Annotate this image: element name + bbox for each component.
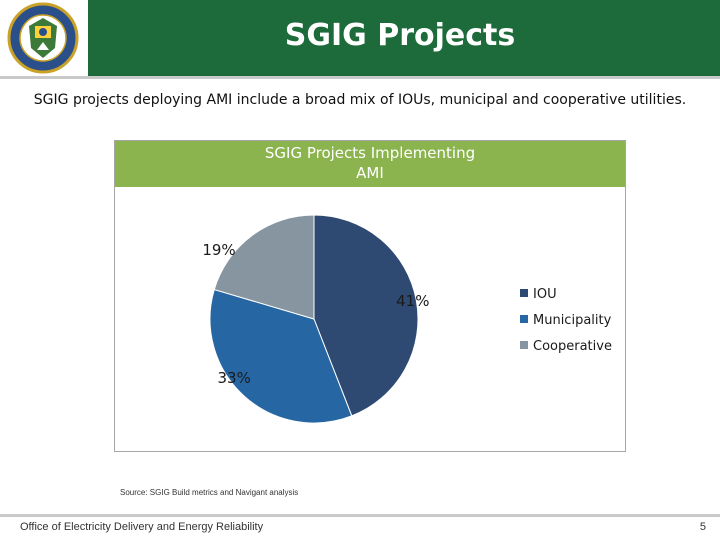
page-subtitle: SGIG projects deploying AMI include a br… bbox=[33, 92, 687, 108]
chart-title-band bbox=[115, 141, 625, 187]
footer-office-name: Office of Electricity Delivery and Energ… bbox=[20, 521, 264, 533]
header-bar bbox=[0, 0, 720, 76]
header-divider bbox=[0, 76, 720, 79]
chart-title: SGIG Projects Implementing AMI bbox=[230, 143, 510, 183]
pie-label-cooperative: 19% bbox=[202, 241, 235, 259]
source-note: Source: SGIG Build metrics and Navigant … bbox=[120, 488, 299, 497]
doe-seal-logo bbox=[7, 2, 79, 74]
legend-swatch-municipality bbox=[520, 315, 528, 323]
pie-slice-cooperative bbox=[213, 214, 315, 320]
legend-label-municipality: Municipality bbox=[533, 313, 612, 328]
page-title: SGIG Projects bbox=[284, 18, 516, 53]
chart-title-line-2: AMI bbox=[356, 164, 384, 182]
pie-label-municipality: 33% bbox=[218, 369, 251, 387]
page-number: 5 bbox=[699, 521, 706, 533]
pie-slice-municipality bbox=[209, 288, 353, 424]
legend-swatch-iou bbox=[520, 289, 528, 297]
pie-slice-iou bbox=[313, 214, 419, 417]
pie-chart: 41% 33% 19% IOU Municipality Cooperative bbox=[202, 214, 612, 424]
pie-chart-frame: SGIG Projects Implementing AMI 41% 33% 19%… bbox=[114, 140, 626, 452]
legend-label-cooperative: Cooperative bbox=[533, 339, 612, 354]
footer-divider bbox=[0, 514, 720, 517]
legend-swatch-cooperative bbox=[520, 341, 528, 349]
pie-label-iou: 41% bbox=[396, 292, 429, 310]
chart-title-line-1: SGIG Projects Implementing bbox=[264, 144, 476, 162]
logo-container bbox=[0, 0, 88, 76]
legend-label-iou: IOU bbox=[533, 287, 557, 302]
